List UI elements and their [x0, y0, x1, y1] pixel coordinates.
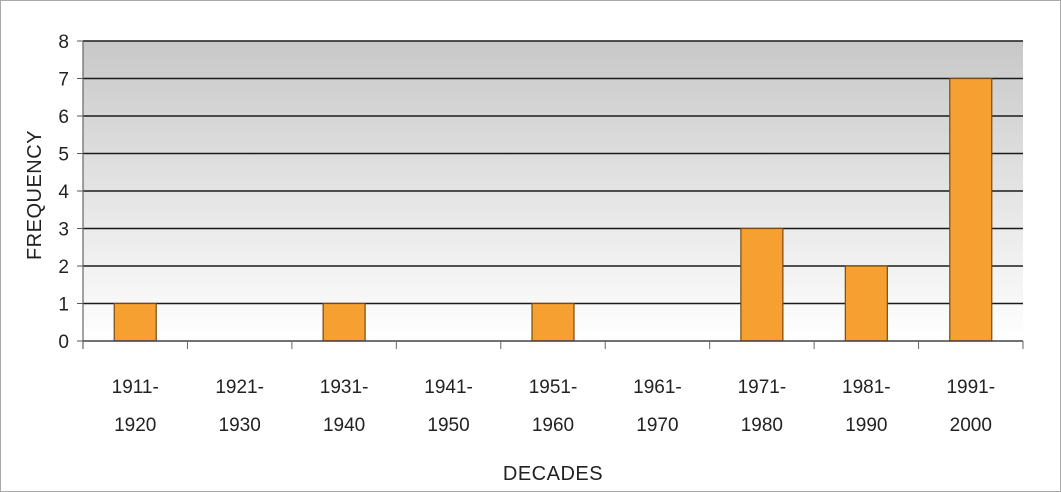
y-tick-label: 5: [58, 145, 69, 166]
bar: [531, 302, 575, 342]
bar: [322, 302, 366, 342]
bar: [949, 77, 993, 342]
y-tick-label: 1: [58, 295, 69, 316]
x-tick-label: 1940: [323, 415, 365, 436]
y-tick-label: 7: [58, 70, 69, 91]
x-tick-label: 1971-: [738, 377, 787, 398]
y-tick-label: 6: [58, 107, 69, 128]
x-tick-label: 2000: [950, 415, 992, 436]
y-tick-label: 3: [58, 220, 69, 241]
bar: [740, 227, 784, 342]
x-tick-label: 1921-: [215, 377, 264, 398]
y-axis-title: FREQUENCY: [24, 130, 46, 260]
bar: [844, 265, 888, 342]
x-tick-label: 1961-: [633, 377, 682, 398]
x-tick-labels: 1911- 1920 1921- 1930 1931- 1940 1941- 1950 1951…: [112, 377, 995, 436]
y-tick-label: 4: [58, 182, 69, 203]
x-tick-label: 1930: [219, 415, 261, 436]
y-tick-label: 8: [58, 32, 69, 53]
x-tick-label: 1931-: [320, 377, 369, 398]
axes: [82, 41, 1024, 349]
x-tick-label: 1960: [532, 415, 574, 436]
x-tick-label: 1941-: [424, 377, 473, 398]
bars: [113, 77, 993, 342]
x-tick-label: 1920: [114, 415, 156, 436]
y-tick-label: 2: [58, 257, 69, 278]
y-tick-label: 0: [58, 332, 69, 353]
x-tick-label: 1980: [741, 415, 783, 436]
x-axis-title: DECADES: [503, 463, 603, 485]
x-tick-label: 1911-: [112, 377, 159, 398]
x-tick-label: 1951-: [529, 377, 578, 398]
x-tick-label: 1991-: [946, 377, 995, 398]
x-tick-label: 1970: [636, 415, 678, 436]
x-tick-label: 1981-: [842, 377, 891, 398]
bar: [113, 302, 157, 342]
x-tick-label: 1990: [845, 415, 887, 436]
y-tick-labels: 0 1 2 3 4 5 6 7 8: [58, 32, 69, 353]
x-tick-label: 1950: [427, 415, 469, 436]
